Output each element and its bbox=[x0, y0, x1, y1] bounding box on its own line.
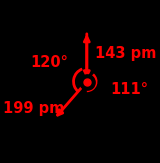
Text: 120°: 120° bbox=[31, 55, 68, 70]
Text: 199 pm: 199 pm bbox=[3, 101, 64, 116]
Text: 143 pm: 143 pm bbox=[95, 46, 156, 61]
Text: 111°: 111° bbox=[111, 82, 149, 97]
